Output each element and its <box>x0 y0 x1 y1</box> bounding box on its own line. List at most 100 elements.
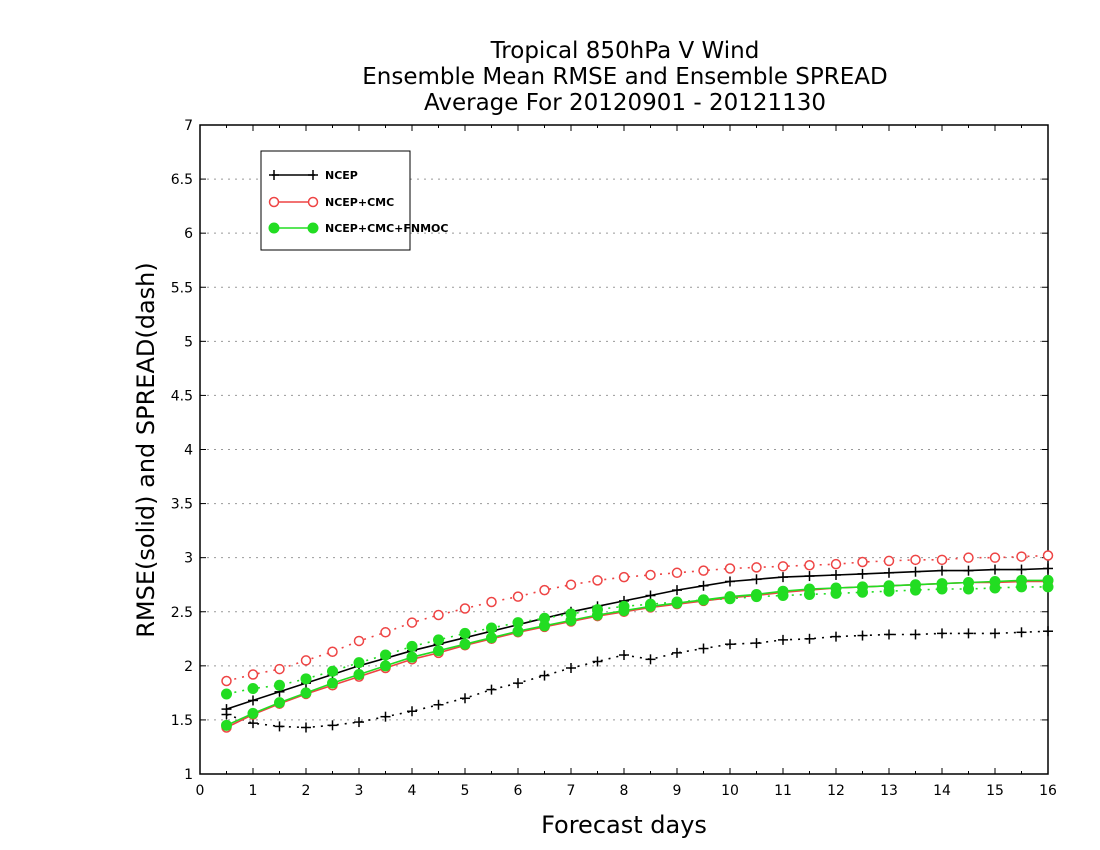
data-point-ncep-cmc-fnmoc-rmse <box>300 687 312 699</box>
data-point-ncep-cmc-fnmoc-rmse <box>221 719 232 731</box>
legend-marker <box>307 196 319 208</box>
y-tick-label: 4 <box>184 443 193 459</box>
series-layer <box>221 550 1054 733</box>
data-point-ncep-cmc-fnmoc-rmse <box>910 579 921 591</box>
data-point-ncep-cmc-fnmoc-rmse <box>539 620 550 632</box>
data-point-ncep-rmse <box>884 567 894 578</box>
data-point-ncep-cmc-fnmoc-spread <box>380 649 391 661</box>
data-point-ncep-rmse <box>937 565 947 576</box>
data-point-ncep-rmse <box>857 568 868 579</box>
data-point-ncep-cmc-spread <box>671 567 683 579</box>
data-point-ncep-cmc-spread <box>777 561 789 572</box>
data-point-ncep-spread <box>486 684 497 695</box>
data-point-ncep-cmc-fnmoc-rmse <box>618 605 630 617</box>
data-point-ncep-spread <box>884 629 894 640</box>
y-tick-label: 6 <box>184 226 193 242</box>
data-point-ncep-cmc-fnmoc-spread <box>327 665 338 677</box>
data-point-ncep-cmc-fnmoc-rmse <box>671 597 683 609</box>
data-point-ncep-cmc-spread <box>857 556 868 568</box>
data-point-ncep-cmc-spread <box>883 555 895 567</box>
legend-marker <box>307 222 319 234</box>
y-tick-label: 7 <box>184 118 193 134</box>
data-point-ncep-cmc-fnmoc-rmse <box>486 632 497 644</box>
legend-label: NCEP+CMC <box>325 196 394 209</box>
y-tick-label: 1 <box>184 767 193 783</box>
data-point-ncep-cmc-fnmoc-rmse <box>274 697 285 709</box>
data-point-ncep-cmc-spread <box>353 635 365 647</box>
series-ncep-cmc-spread <box>221 550 1054 687</box>
data-point-ncep-rmse <box>698 580 709 591</box>
data-point-ncep-spread <box>1043 626 1053 637</box>
data-point-ncep-rmse <box>910 566 921 577</box>
series-ncep-spread <box>221 626 1053 733</box>
data-point-ncep-spread <box>698 643 709 654</box>
series-line-ncep-rmse <box>226 567 1049 710</box>
legend-marker <box>268 222 280 234</box>
data-point-ncep-rmse <box>778 572 788 583</box>
x-tick-label: 13 <box>880 783 898 799</box>
x-tick-label: 10 <box>721 783 739 799</box>
data-point-ncep-cmc-fnmoc-rmse <box>989 575 1001 587</box>
y-tick-label: 4.5 <box>171 388 193 404</box>
data-point-ncep-cmc-spread <box>565 579 577 590</box>
data-point-ncep-cmc-fnmoc-rmse <box>353 668 365 680</box>
data-point-ncep-spread <box>513 678 523 689</box>
data-point-ncep-cmc-spread <box>724 563 736 574</box>
x-tick-label: 6 <box>514 783 523 799</box>
data-point-ncep-cmc-spread <box>327 646 338 658</box>
x-tick-label: 7 <box>567 783 576 799</box>
data-point-ncep-rmse <box>725 576 735 587</box>
x-tick-label: 15 <box>986 783 1004 799</box>
data-point-ncep-cmc-fnmoc-spread <box>300 673 312 685</box>
x-tick-label: 0 <box>196 783 205 799</box>
data-point-ncep-spread <box>274 721 285 732</box>
data-point-ncep-cmc-fnmoc-rmse <box>406 651 418 663</box>
x-tick-label: 5 <box>461 783 470 799</box>
data-point-ncep-cmc-spread <box>1016 551 1027 562</box>
data-point-ncep-cmc-spread <box>247 669 259 680</box>
data-point-ncep-cmc-fnmoc-spread <box>353 657 365 669</box>
y-tick-label: 3 <box>184 551 193 567</box>
data-point-ncep-spread <box>380 711 391 722</box>
data-point-ncep-spread <box>725 639 735 650</box>
legend-item-ncep-cmc-fnmoc: NCEP+CMC+FNMOC <box>268 222 448 235</box>
series-line-ncep-cmc-fnmoc-rmse <box>226 579 1048 727</box>
data-point-ncep-cmc-spread <box>910 554 921 566</box>
data-point-ncep-cmc-spread <box>486 596 497 608</box>
data-point-ncep-spread <box>301 722 311 733</box>
y-tick-label: 3.5 <box>171 497 193 513</box>
data-point-ncep-cmc-fnmoc-rmse <box>857 581 868 593</box>
series-line-ncep-cmc-rmse <box>226 580 1048 729</box>
data-point-ncep-cmc-fnmoc-rmse <box>777 585 789 597</box>
x-tick-label: 2 <box>302 783 311 799</box>
x-tick-label: 14 <box>933 783 951 799</box>
data-point-ncep-cmc-spread <box>830 558 842 570</box>
data-point-ncep-cmc-spread <box>539 584 550 596</box>
legend-items: NCEP NCEP+CMC NCEP+CMC+FNMOC <box>268 169 448 235</box>
axes: 11.522.533.544.555.566.570 1 2 3 4 5 6 7 8 9 10 11 1… <box>171 118 1057 799</box>
x-tick-label: 8 <box>620 783 629 799</box>
chart-title: Tropical 850hPa V Wind Ensemble Mean RMS… <box>362 38 887 116</box>
y-tick-label: 5.5 <box>171 280 193 296</box>
data-point-ncep-rmse <box>248 695 258 706</box>
title-line-2: Ensemble Mean RMSE and Ensemble SPREAD <box>362 64 887 90</box>
data-point-ncep-cmc-fnmoc-rmse <box>724 591 736 603</box>
data-point-ncep-cmc-spread <box>274 663 285 675</box>
data-point-ncep-cmc-fnmoc-spread <box>221 688 232 700</box>
data-point-ncep-spread <box>592 656 603 667</box>
data-point-ncep-spread <box>433 699 444 710</box>
data-point-ncep-spread <box>937 628 947 639</box>
legend-marker <box>268 196 280 208</box>
data-point-ncep-rmse <box>221 704 232 715</box>
grid <box>200 178 1048 721</box>
data-point-ncep-cmc-fnmoc-spread <box>406 640 418 652</box>
data-point-ncep-cmc-fnmoc-rmse <box>1042 574 1054 586</box>
data-point-ncep-cmc-fnmoc-rmse <box>512 625 524 637</box>
data-point-ncep-spread <box>327 720 338 731</box>
data-point-ncep-cmc-spread <box>512 591 524 602</box>
data-point-ncep-spread <box>354 717 364 728</box>
data-point-ncep-spread <box>248 718 258 729</box>
x-tick-label: 9 <box>673 783 682 799</box>
data-point-ncep-cmc-fnmoc-rmse <box>433 645 444 657</box>
